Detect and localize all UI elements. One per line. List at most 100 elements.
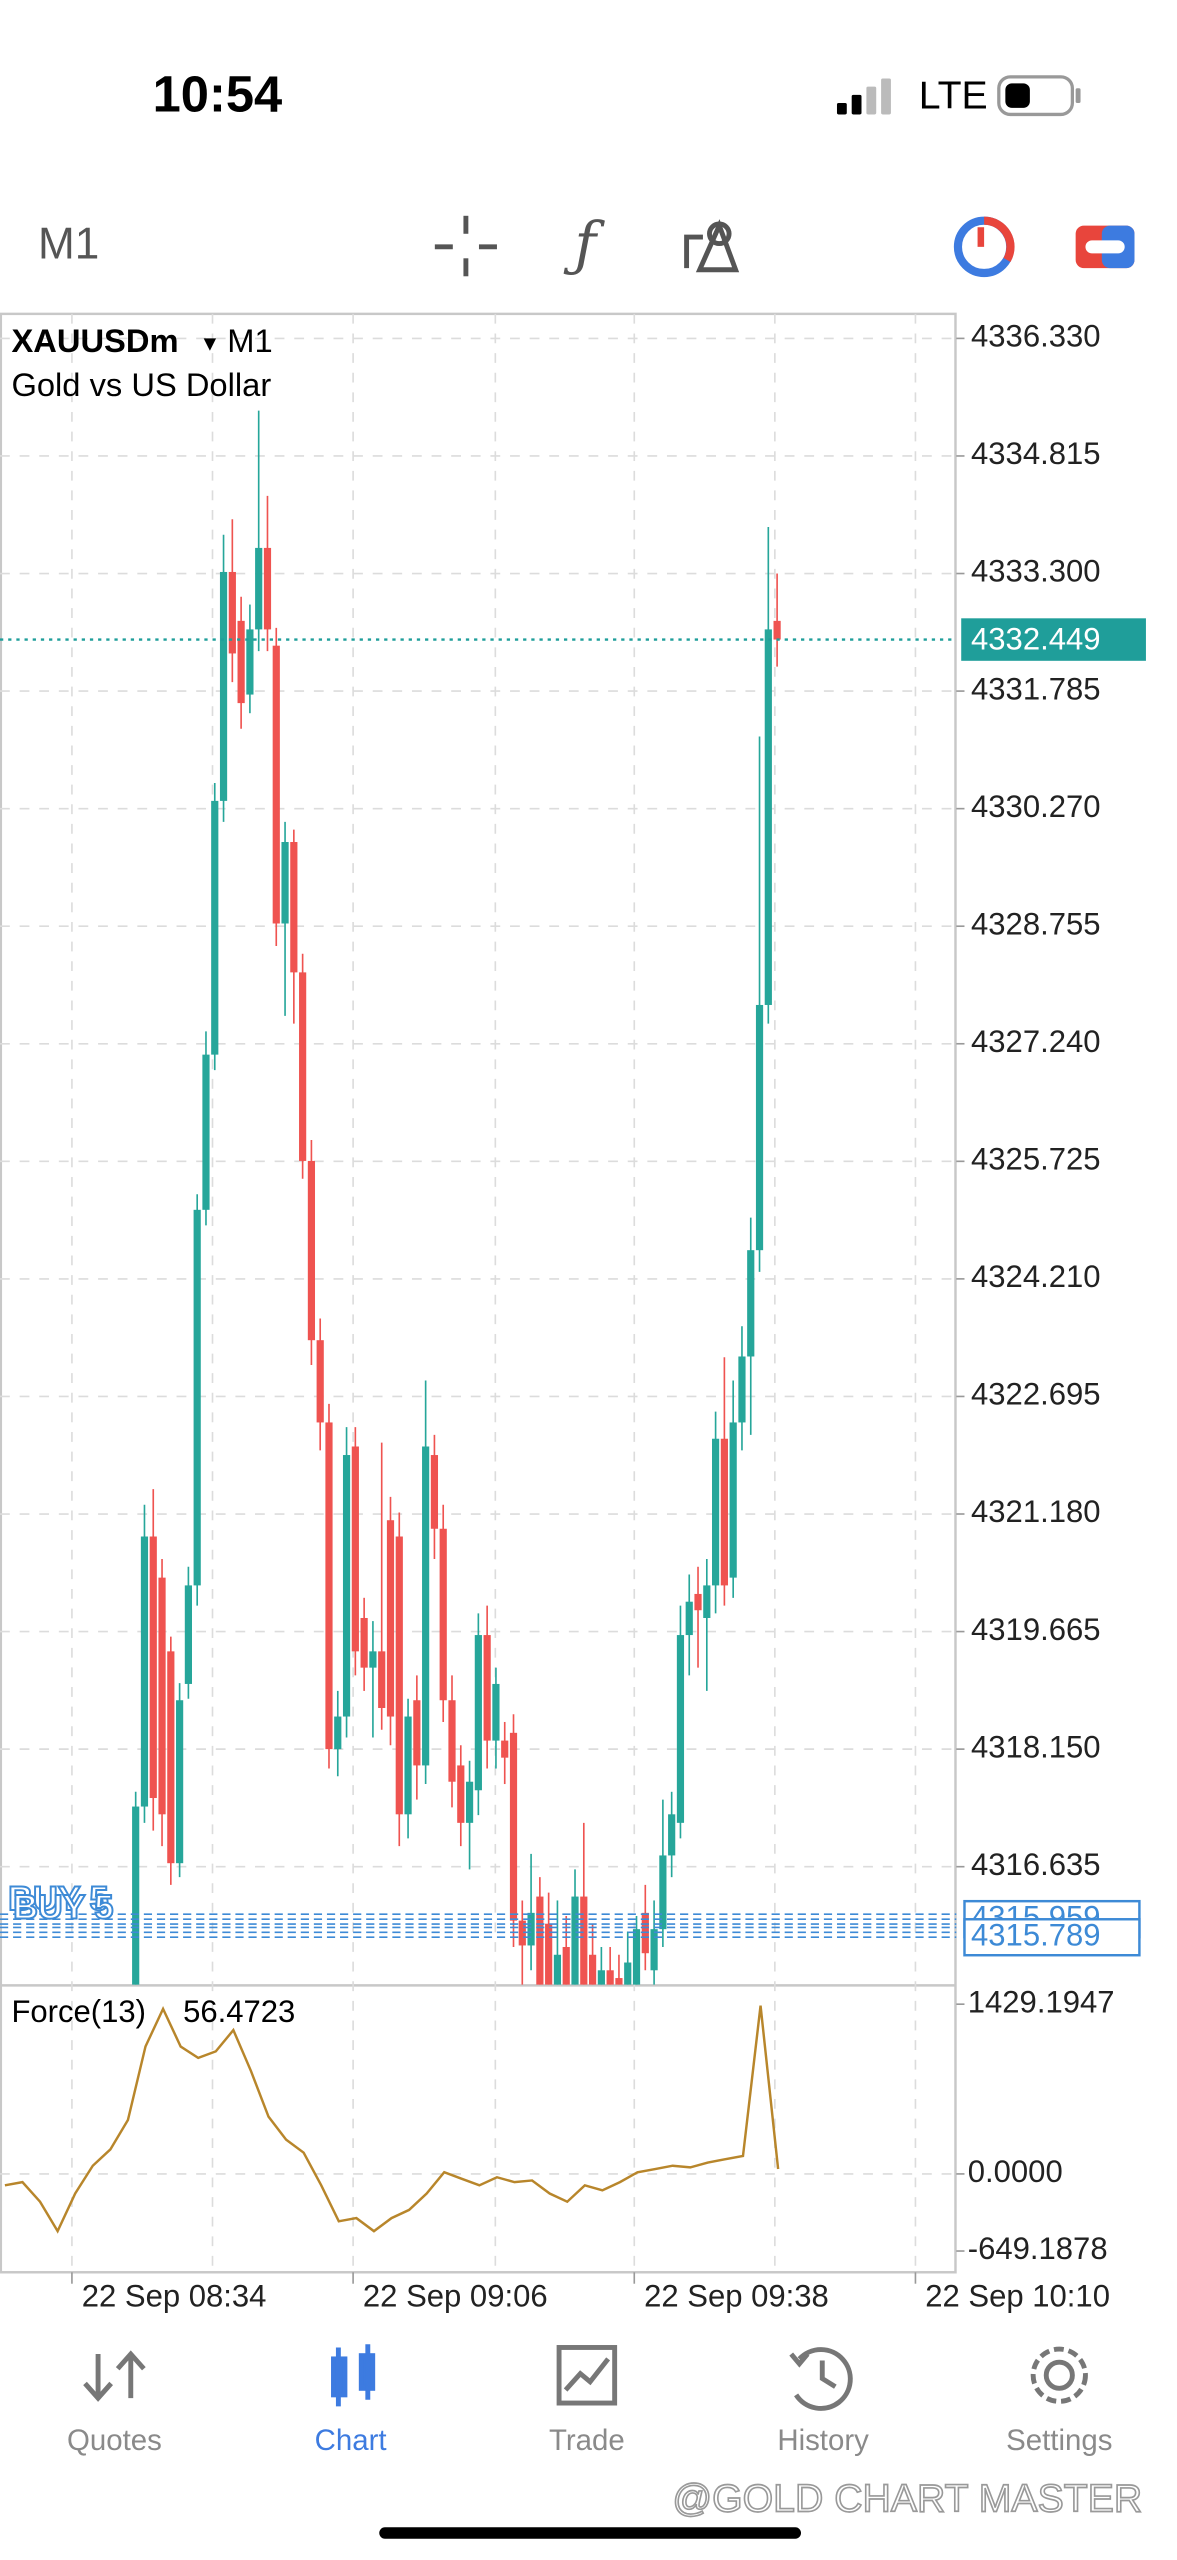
candle-body [369,1651,377,1668]
candle-body [773,620,781,640]
candle-body [659,1855,667,1930]
nav-icons [83,2344,1088,2411]
candle-body [668,1814,676,1856]
candle-body [720,1438,728,1586]
candle-body [509,1732,518,1921]
order-price-label: 4315.789 [971,1917,1101,1952]
candle-body [747,1250,755,1357]
signal-icon [836,78,891,115]
indicator-name: Force(13) [11,1994,146,2029]
x-tick-label: 22 Sep 08:34 [82,2279,267,2314]
candle-body [632,1929,641,1985]
y-tick-label: 4327.240 [971,1024,1101,1059]
y-tick-label: 4318.150 [971,1729,1101,1764]
candle-body [237,620,245,704]
candle-body [588,1954,597,1985]
nav-item[interactable]: Chart [315,2424,387,2457]
candle-body [474,1635,482,1791]
symbol[interactable]: XAUUSDm [11,322,178,359]
candle-body [263,547,272,630]
y-tick-label: 4331.785 [971,671,1101,706]
indicator-tick-label: 0.0000 [968,2154,1063,2189]
candle-body [325,1422,333,1750]
candle-body [158,1577,166,1815]
candle-body [132,1806,140,1985]
candle-body [202,1054,210,1210]
candle-body [606,1970,614,1985]
candle-body [457,1765,465,1823]
candle-body [430,1455,439,1529]
candle-body [676,1635,685,1823]
objects-button[interactable] [684,219,740,273]
candle-body [439,1528,447,1701]
candle-body [184,1585,192,1684]
indicator-value: 56.4723 [183,1994,295,2029]
account-button[interactable] [953,216,1015,278]
candle-body [149,1536,157,1799]
candle-body [422,1446,430,1766]
candle-body [553,1954,562,1985]
watermark: @GOLD CHART MASTER [672,2476,1142,2520]
candle-body [255,547,263,630]
crosshair-button[interactable] [434,215,497,277]
candle-body [492,1683,500,1741]
candle-body [176,1700,184,1864]
nav-item[interactable]: History [777,2424,869,2457]
x-tick-label: 22 Sep 10:10 [925,2279,1110,2314]
candle-body [140,1536,149,1807]
candle-body [597,1970,605,1985]
y-tick-label: 4319.665 [971,1612,1101,1647]
trade-button[interactable] [1075,225,1135,269]
candle-body [413,1700,421,1766]
nav-item[interactable]: Quotes [67,2424,162,2457]
candle-body [703,1585,711,1618]
indicator-tick-label: 1429.1947 [968,1984,1115,2019]
chart-frame [0,312,957,2274]
candle-body [501,1740,509,1758]
candle-body [307,1160,316,1341]
candle-body [571,1896,579,1985]
candle-body [536,1896,544,1985]
symbol-dropdown[interactable]: ▼ [199,332,220,356]
x-tick-label: 22 Sep 09:38 [644,2279,829,2314]
candle-body [712,1438,720,1586]
candle-body [219,571,228,801]
nav-item[interactable]: Settings [1006,2424,1112,2457]
symbol-description: Gold vs US Dollar [11,366,271,403]
candle-body [395,1536,403,1815]
candle-body [580,1896,588,1985]
y-tick-label: 4328.755 [971,906,1101,941]
nav-item[interactable]: Trade [549,2424,625,2457]
candle-body [193,1209,201,1586]
current-price-box [961,618,1146,661]
order-label[interactable]: BUY 5 [7,1879,109,1919]
force-line [4,2005,780,2234]
status-time: 10:54 [153,65,283,122]
y-tick-label: 4324.210 [971,1259,1101,1294]
y-tick-label: 4334.815 [971,436,1101,471]
candle-body [342,1455,351,1717]
candle-body [527,1912,535,1946]
indicator-pane [0,2005,957,2234]
y-tick-label: 4316.635 [971,1847,1101,1882]
candle-body [685,1601,693,1636]
timeframe-button[interactable]: M1 [38,220,99,269]
y-tick-label: 4321.180 [971,1494,1101,1529]
candle-body [650,1929,658,1971]
chart-timeframe: M1 [227,322,272,359]
candle-body [562,1947,570,1985]
candle-body [360,1617,368,1668]
candle-body [404,1716,412,1815]
indicators-button[interactable]: ƒ [563,209,605,278]
order-label[interactable]: BUY 5 [12,1887,114,1927]
candle-body [483,1635,491,1741]
candle-body [465,1781,474,1823]
candle-body [272,645,280,924]
candle-body [624,1962,632,1985]
candle-body [545,1923,553,1985]
home-indicator [379,2527,802,2539]
indicator-tick-label: -649.1878 [968,2231,1108,2266]
